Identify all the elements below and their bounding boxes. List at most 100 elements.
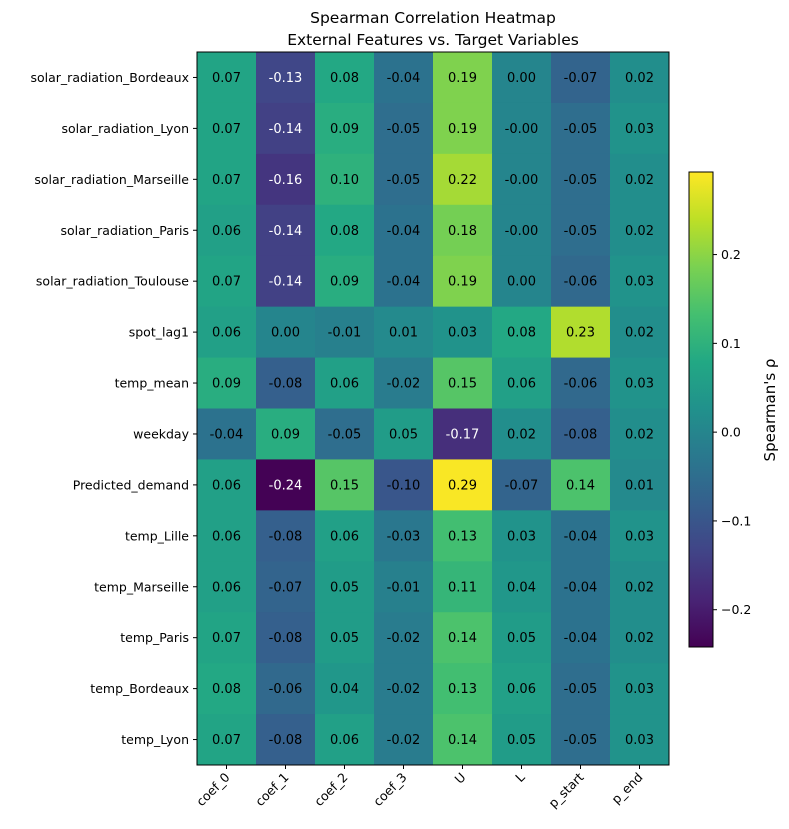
y-tick-label: Predicted_demand (73, 477, 189, 492)
cell-value-label: 0.05 (330, 631, 359, 646)
cell-value-label: -0.13 (269, 71, 303, 86)
cell-value-label: -0.01 (387, 580, 421, 595)
cell-value-label: 0.07 (212, 631, 241, 646)
cell-value-label: 0.08 (507, 326, 536, 341)
cell-value-label: 0.03 (625, 529, 654, 544)
heatmap-cell (256, 306, 316, 359)
heatmap-cell (197, 52, 257, 104)
cell-value-label: -0.03 (387, 529, 421, 544)
heatmap-cell (433, 612, 493, 664)
cell-value-label: -0.06 (564, 377, 598, 392)
cell-value-label: -0.10 (387, 478, 421, 493)
heatmap-cell (610, 714, 670, 766)
heatmap-cell (315, 204, 375, 257)
heatmap-cell (315, 357, 375, 409)
chart-title-line-2: External Features vs. Target Variables (287, 31, 579, 49)
y-tick-label: solar_radiation_Paris (60, 223, 189, 238)
y-tick-label: temp_Paris (120, 630, 189, 645)
heatmap-cell (315, 663, 375, 715)
heatmap-cell (492, 102, 552, 155)
cell-value-label: 0.23 (566, 326, 595, 341)
heatmap-cell (374, 306, 434, 359)
cell-value-label: -0.04 (387, 224, 421, 239)
colorbar (688, 171, 714, 648)
cell-value-label: 0.03 (448, 326, 477, 341)
heatmap-cell (610, 52, 670, 104)
cell-value-label: 0.00 (507, 71, 536, 86)
heatmap-cell (197, 204, 257, 257)
x-tick-label: coef_3 (370, 770, 409, 809)
cell-value-label: 0.00 (271, 326, 300, 341)
heatmap-cell (315, 714, 375, 766)
x-tick-label: p_end (608, 770, 645, 807)
cell-value-label: 0.09 (330, 275, 359, 290)
cell-value-label: 0.06 (212, 580, 241, 595)
heatmap-cell (610, 561, 670, 613)
heatmap-cell (197, 153, 257, 206)
heatmap-cell (256, 52, 316, 104)
heatmap-cell (315, 612, 375, 664)
heatmap-cell (374, 52, 434, 104)
x-tick-label: U (452, 770, 469, 787)
cell-value-label: 0.03 (507, 529, 536, 544)
cell-value-label: 0.08 (330, 71, 359, 86)
cell-value-label: -0.08 (269, 377, 303, 392)
heatmap-cell (551, 408, 611, 460)
cell-value-label: 0.01 (625, 478, 654, 493)
heatmap-cell (256, 255, 316, 308)
cell-value-label: 0.06 (212, 478, 241, 493)
heatmap-cell (433, 459, 493, 511)
cell-value-label: 0.06 (330, 733, 359, 748)
heatmap-cell (610, 306, 670, 359)
cell-value-label: 0.02 (625, 631, 654, 646)
heatmap-cell (315, 510, 375, 562)
heatmap-cell (197, 663, 257, 715)
heatmap-cell (315, 52, 375, 104)
heatmap-cell (433, 663, 493, 715)
cell-value-label: 0.19 (448, 275, 477, 290)
heatmap-cell (433, 255, 493, 308)
cell-value-label: -0.14 (269, 122, 303, 137)
heatmap-cell (374, 255, 434, 308)
cell-value-label: 0.29 (448, 478, 477, 493)
plot-frame (196, 51, 670, 766)
cell-value-label: 0.03 (625, 122, 654, 137)
cell-value-label: 0.06 (330, 377, 359, 392)
heatmap-cell (610, 663, 670, 715)
heatmap-cell (374, 153, 434, 206)
cell-value-label: 0.19 (448, 122, 477, 137)
cell-value-label: 0.11 (448, 580, 477, 595)
heatmap-cell (492, 663, 552, 715)
heatmap-cell (315, 408, 375, 460)
heatmap-cell (492, 408, 552, 460)
heatmap-cell (492, 510, 552, 562)
heatmap-cell (610, 357, 670, 409)
heatmap-cell (551, 204, 611, 257)
heatmap-cell (551, 306, 611, 359)
heatmap-cell (256, 714, 316, 766)
heatmap-cell (551, 255, 611, 308)
heatmap-cell (610, 612, 670, 664)
heatmap-cell (374, 408, 434, 460)
heatmap-cell (374, 102, 434, 155)
cell-value-label: -0.05 (387, 122, 421, 137)
heatmap-cell (256, 204, 316, 257)
heatmap-cell (374, 204, 434, 257)
heatmap-cell (551, 153, 611, 206)
cell-value-label: 0.06 (212, 529, 241, 544)
heatmap-cell (610, 204, 670, 257)
heatmap-cell (551, 102, 611, 155)
cell-value-label: -0.14 (269, 224, 303, 239)
heatmap-cell (374, 714, 434, 766)
heatmap-cell (492, 714, 552, 766)
heatmap-cell (433, 510, 493, 562)
heatmap-cell (256, 663, 316, 715)
y-tick-label: temp_Lyon (121, 732, 189, 747)
heatmap-cells: 0.07 -0.13 0.08 -0.04 0.19 0.00 -0.07 0.02 0.07 -… (197, 52, 670, 766)
heatmap-cell (256, 459, 316, 511)
cell-value-label: 0.14 (566, 478, 595, 493)
cell-value-label: -0.07 (564, 71, 598, 86)
heatmap-cell (197, 255, 257, 308)
heatmap-cell (197, 459, 257, 511)
